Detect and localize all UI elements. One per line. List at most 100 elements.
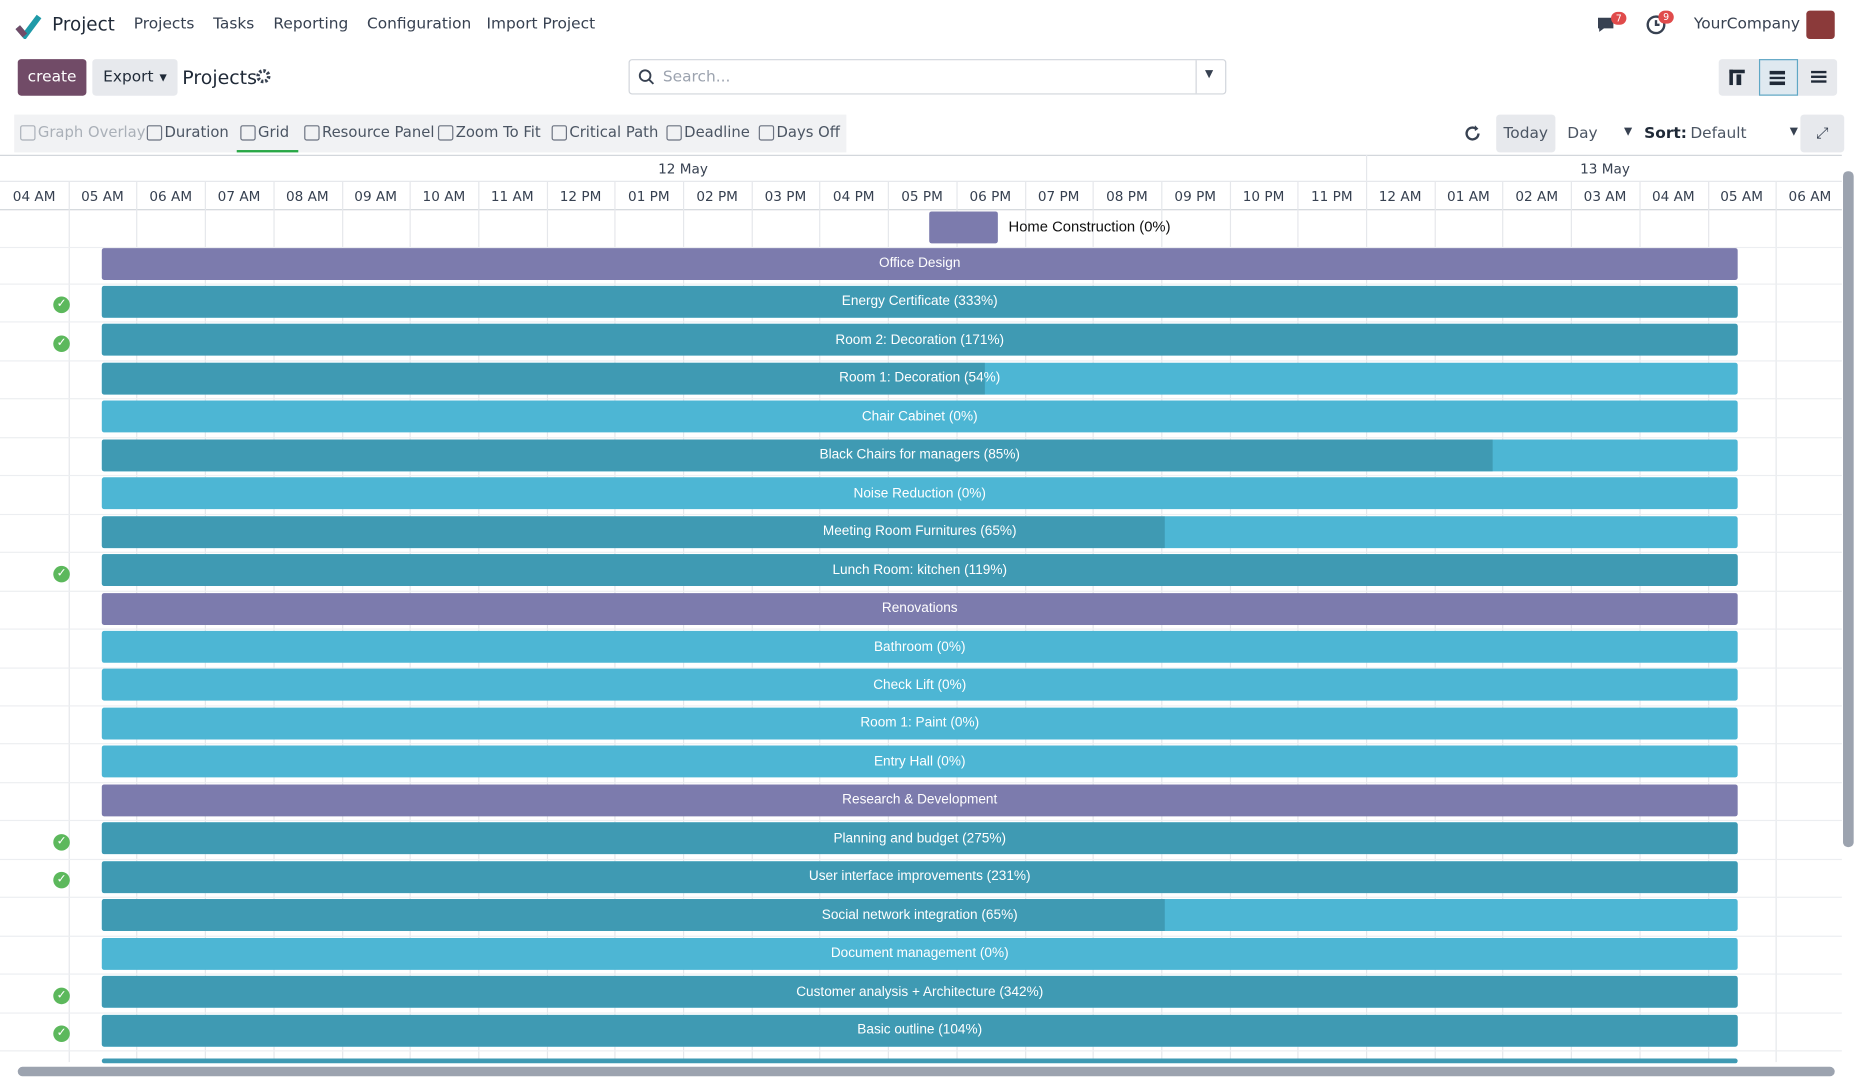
scale-select[interactable]: Day xyxy=(1567,125,1598,143)
row-line xyxy=(0,858,1842,860)
task-bar[interactable]: Social network integration (65%) xyxy=(101,899,1738,932)
hour-header: 01 PM xyxy=(628,187,670,205)
task-bar[interactable]: Entry Hall (0%) xyxy=(101,745,1738,778)
search-icon xyxy=(638,69,655,85)
row-line xyxy=(0,781,1842,784)
task-bar[interactable]: Research & Development xyxy=(101,784,1738,817)
company-name[interactable]: YourCompany xyxy=(1693,15,1800,34)
task-bar[interactable]: Lunch Room: kitchen (119%) xyxy=(101,554,1738,587)
row-line xyxy=(0,666,1842,669)
toolbar-button[interactable]: Duration xyxy=(164,122,229,141)
task-bar[interactable]: Room 1: Decoration (54%) xyxy=(101,362,1738,395)
tool-icon xyxy=(666,125,682,141)
task-bar[interactable]: Noise Reduction (0%) xyxy=(101,477,1738,510)
hour-header: 10 PM xyxy=(1242,187,1285,205)
row-line xyxy=(0,1050,1842,1052)
today-button[interactable]: Today xyxy=(1496,114,1556,153)
row-line xyxy=(0,321,1842,324)
app-logo[interactable] xyxy=(15,13,42,39)
task-bar[interactable]: Planning and budget (275%) xyxy=(101,822,1738,855)
row-line xyxy=(0,973,1842,975)
task-bar[interactable]: Basic outline (104%) xyxy=(101,1014,1738,1047)
task-bar[interactable]: Bathroom (0%) xyxy=(101,630,1738,663)
toolbar-button[interactable]: Deadline xyxy=(684,122,750,141)
pill[interactable] xyxy=(929,211,998,244)
search-box[interactable] xyxy=(628,59,1227,95)
refresh-icon[interactable] xyxy=(1464,125,1481,142)
progress-fill xyxy=(101,554,1738,587)
hour-header: 11 AM xyxy=(490,187,534,205)
toolbar-button[interactable]: Days Off xyxy=(776,122,840,141)
grid-column xyxy=(68,181,70,1063)
task-label: Basic outline (104%) xyxy=(857,1023,983,1038)
task-bar[interactable]: Document management (0%) xyxy=(101,937,1738,970)
menu-item[interactable]: Configuration xyxy=(366,15,472,34)
task-label: Office Design xyxy=(878,256,961,271)
task-label: Research & Development xyxy=(842,793,998,808)
task-bar[interactable]: Check Lift (0%) xyxy=(101,669,1738,702)
task-bar[interactable]: Renovations xyxy=(101,592,1738,625)
sort-label: Sort: xyxy=(1644,125,1687,143)
grid-column xyxy=(1775,181,1777,1063)
task-label: Room 1: Decoration (54%) xyxy=(839,371,1001,386)
progress-fill xyxy=(101,822,1738,855)
task-bar[interactable]: Customer analysis + Architecture (342%) xyxy=(101,975,1738,1008)
sort-select[interactable]: Default xyxy=(1690,125,1747,143)
horizontal-scrollbar[interactable] xyxy=(17,1066,1835,1077)
tool-icon xyxy=(20,125,36,141)
task-bar[interactable]: User interface improvements (231%) xyxy=(101,860,1738,893)
avatar[interactable] xyxy=(1806,10,1835,39)
menu-item[interactable]: Tasks xyxy=(213,15,255,34)
done-check: ✓ xyxy=(53,335,70,352)
task-bar[interactable]: Room 1: Paint (0%) xyxy=(101,707,1738,740)
search-toggle[interactable]: ▼ xyxy=(1205,68,1214,81)
fullscreen-button[interactable]: ⤢ xyxy=(1800,114,1845,153)
row-line xyxy=(0,513,1842,515)
hour-header: 06 PM xyxy=(969,187,1012,205)
hour-header: 12 PM xyxy=(559,187,602,205)
row-line xyxy=(0,551,1842,554)
row-line xyxy=(0,628,1842,630)
app-name[interactable]: Project xyxy=(52,14,115,36)
toolbar-button: Graph Overlay xyxy=(37,122,146,141)
hour-header: 04 PM xyxy=(832,187,875,205)
hour-header: 07 PM xyxy=(1037,187,1080,205)
row-line xyxy=(0,436,1842,439)
task-label: Bathroom (0%) xyxy=(873,639,966,654)
toolbar-button[interactable]: Grid xyxy=(258,122,290,141)
hour-header: 12 AM xyxy=(1378,187,1422,205)
task-label: Room 2: Decoration (171%) xyxy=(835,333,1005,348)
toolbar-button[interactable]: Resource Panel xyxy=(321,122,435,141)
task-bar[interactable] xyxy=(101,1058,1738,1064)
task-bar[interactable]: Black Chairs for managers (85%) xyxy=(101,439,1738,472)
vertical-scrollbar[interactable] xyxy=(1843,171,1854,848)
task-label: Social network integration (65%) xyxy=(821,908,1018,923)
task-label: Entry Hall (0%) xyxy=(873,754,966,769)
menu-item[interactable]: Reporting xyxy=(273,15,349,34)
hour-header: 03 AM xyxy=(1583,187,1627,205)
menu-item[interactable]: Import Project xyxy=(486,15,596,34)
export-button[interactable]: Export xyxy=(103,68,154,87)
tool-icon xyxy=(437,125,454,141)
hour-header: 01 AM xyxy=(1447,187,1490,205)
done-check: ✓ xyxy=(53,833,70,851)
hour-header: 03 PM xyxy=(764,187,807,205)
activity-icon[interactable] xyxy=(1645,14,1666,35)
task-bar[interactable]: Chair Cabinet (0%) xyxy=(101,400,1738,433)
task-bar[interactable]: Meeting Room Furnitures (65%) xyxy=(101,515,1738,548)
row-line xyxy=(0,360,1842,362)
chat-icon[interactable] xyxy=(1596,15,1617,34)
date-header: 13 May xyxy=(1580,160,1630,178)
toolbar-button[interactable]: Critical Path xyxy=(569,122,659,141)
task-bar[interactable]: Room 2: Decoration (171%) xyxy=(101,324,1738,357)
gear-icon[interactable] xyxy=(256,69,271,84)
create-button[interactable]: create xyxy=(17,59,87,96)
hour-header: 05 AM xyxy=(1720,187,1763,205)
row-line xyxy=(0,590,1842,592)
menu-item[interactable]: Projects xyxy=(133,15,195,34)
task-bar[interactable]: Office Design xyxy=(101,247,1738,280)
toolbar-button[interactable]: Zoom To Fit xyxy=(455,122,541,141)
tool-icon xyxy=(758,125,775,141)
task-bar[interactable]: Energy Certificate (333%) xyxy=(101,285,1738,318)
